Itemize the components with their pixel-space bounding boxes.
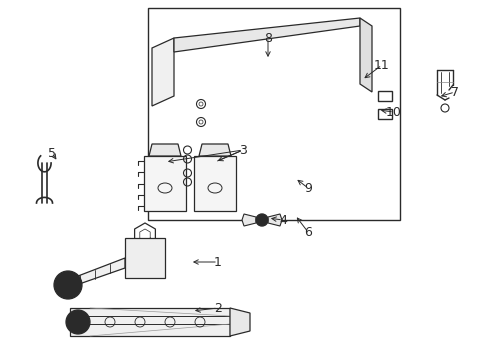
Text: 10: 10 — [386, 105, 402, 118]
Polygon shape — [149, 144, 181, 156]
Polygon shape — [242, 214, 256, 226]
Text: 1: 1 — [214, 256, 222, 269]
Polygon shape — [230, 308, 250, 336]
Text: 4: 4 — [279, 213, 287, 226]
Polygon shape — [152, 38, 174, 106]
Text: 6: 6 — [304, 225, 312, 239]
Text: 11: 11 — [374, 59, 390, 72]
Text: 2: 2 — [214, 302, 222, 315]
Bar — [378, 109, 392, 119]
Bar — [194, 156, 236, 211]
Polygon shape — [174, 18, 360, 52]
Polygon shape — [199, 144, 231, 156]
Text: 5: 5 — [48, 147, 56, 159]
Text: 9: 9 — [304, 181, 312, 194]
Bar — [70, 308, 230, 336]
Bar — [144, 156, 186, 211]
Polygon shape — [268, 214, 282, 226]
Polygon shape — [125, 238, 165, 278]
Bar — [148, 8, 400, 220]
Text: 3: 3 — [239, 144, 247, 157]
Circle shape — [54, 271, 82, 299]
Circle shape — [256, 214, 268, 226]
Text: 7: 7 — [451, 86, 459, 99]
Text: 8: 8 — [264, 32, 272, 45]
Polygon shape — [360, 18, 372, 92]
Polygon shape — [65, 258, 125, 289]
Polygon shape — [174, 32, 360, 104]
Circle shape — [66, 310, 90, 334]
Bar — [378, 91, 392, 101]
